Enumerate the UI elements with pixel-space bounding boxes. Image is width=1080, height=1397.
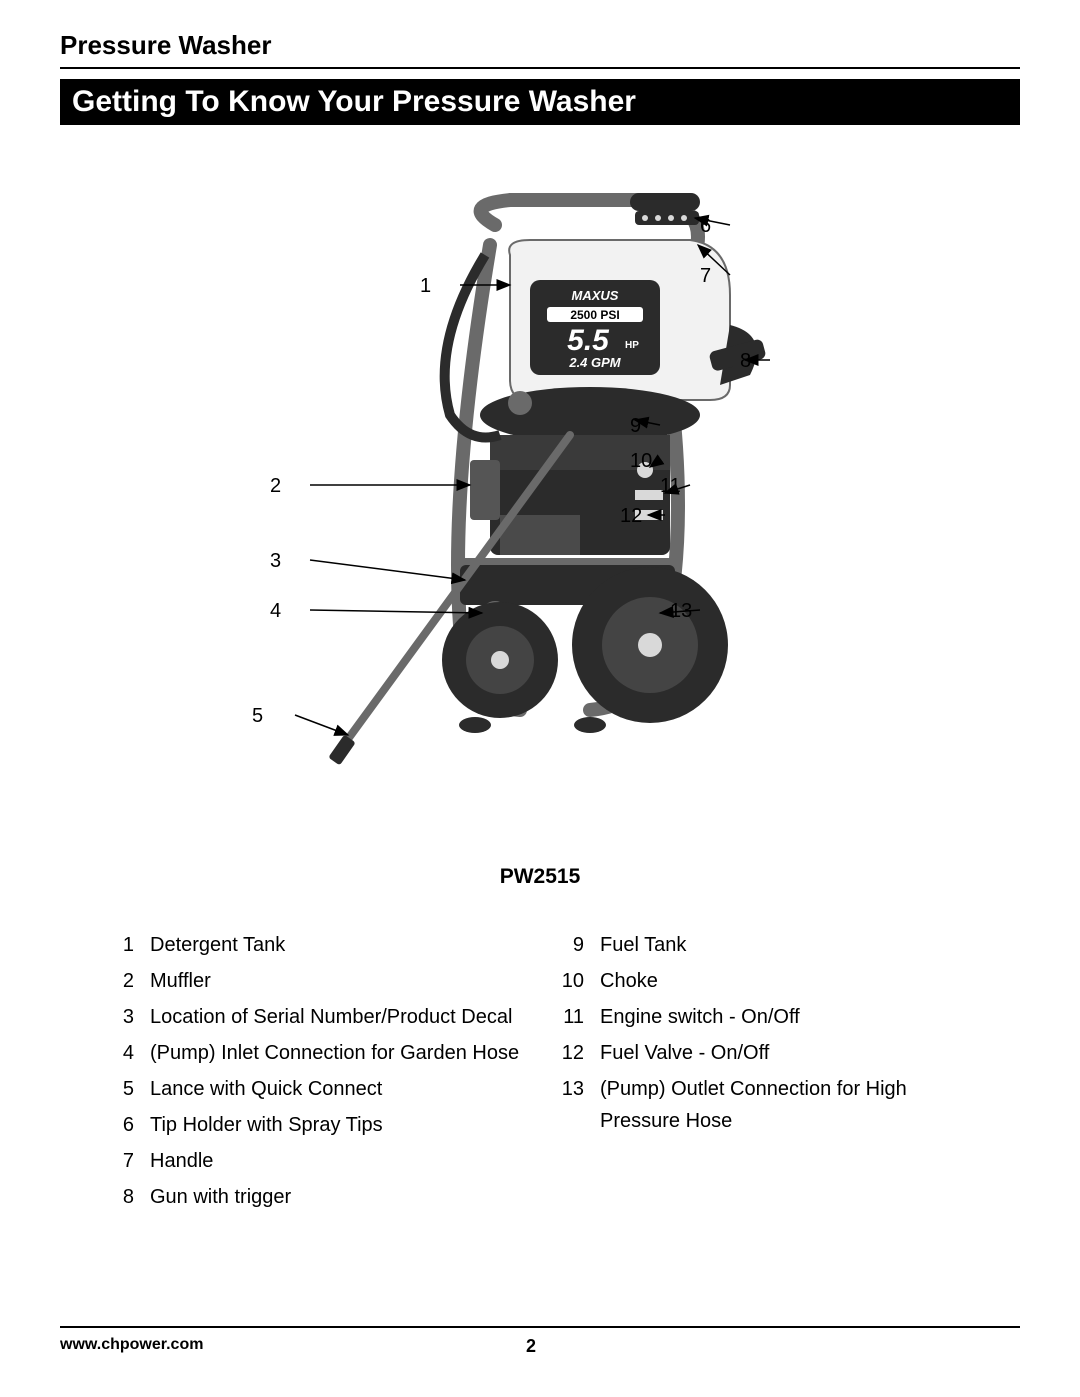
legend-number: 13 (560, 1073, 584, 1137)
legend-number: 4 (110, 1037, 134, 1069)
callout-9: 9 (630, 415, 641, 438)
legend-row: 12 Fuel Valve - On/Off (560, 1037, 970, 1069)
legend-row: 9 Fuel Tank (560, 929, 970, 961)
legend-row: 6 Tip Holder with Spray Tips (110, 1109, 520, 1141)
footer-rule (60, 1326, 1020, 1328)
legend-number: 9 (560, 929, 584, 961)
footer-url: www.chpower.com (60, 1336, 203, 1357)
legend-text: Handle (150, 1145, 213, 1177)
legend-number: 2 (110, 965, 134, 997)
legend-number: 3 (110, 1001, 134, 1033)
legend-number: 10 (560, 965, 584, 997)
callout-4: 4 (270, 600, 281, 623)
legend-text: Location of Serial Number/Product Decal (150, 1001, 512, 1033)
callout-8: 8 (740, 350, 751, 373)
legend-text: Detergent Tank (150, 929, 285, 961)
section-title-bar: Getting To Know Your Pressure Washer (60, 79, 1020, 125)
callout-12: 12 (620, 505, 642, 528)
legend-text: (Pump) Outlet Connection for High Pressu… (600, 1073, 970, 1137)
legend-number: 6 (110, 1109, 134, 1141)
legend-col-left: 1 Detergent Tank 2 Muffler 3 Location of Seri… (110, 929, 520, 1217)
callout-1: 1 (420, 275, 431, 298)
callout-6: 6 (700, 215, 711, 238)
legend-text: Gun with trigger (150, 1181, 291, 1213)
legend-row: 11 Engine switch - On/Off (560, 1001, 970, 1033)
legend-row: 2 Muffler (110, 965, 520, 997)
legend-text: (Pump) Inlet Connection for Garden Hose (150, 1037, 519, 1069)
legend-text: Choke (600, 965, 658, 997)
page-footer: www.chpower.com 2 www.chpower.com (60, 1326, 1020, 1357)
callout-11: 11 (660, 475, 681, 498)
doc-category: Pressure Washer (60, 30, 1020, 61)
legend-number: 1 (110, 929, 134, 961)
callout-2: 2 (270, 475, 281, 498)
legend-row: 7 Handle (110, 1145, 520, 1177)
legend-row: 1 Detergent Tank (110, 929, 520, 961)
legend-row: 10 Choke (560, 965, 970, 997)
model-number: PW2515 (60, 865, 1020, 889)
callout-3: 3 (270, 550, 281, 573)
callout-5: 5 (252, 705, 263, 728)
header-rule (60, 67, 1020, 69)
legend-row: 13(Pump) Outlet Connection for High Pres… (560, 1073, 970, 1137)
legend-row: 4 (Pump) Inlet Connection for Garden Hose (110, 1037, 520, 1069)
legend-text: Fuel Tank (600, 929, 686, 961)
legend-row: 3 Location of Serial Number/Product Decal (110, 1001, 520, 1033)
legend-number: 7 (110, 1145, 134, 1177)
legend-text: Tip Holder with Spray Tips (150, 1109, 383, 1141)
decal-hp-unit: HP (625, 340, 639, 351)
legend-text: Lance with Quick Connect (150, 1073, 382, 1105)
legend-text: Fuel Valve - On/Off (600, 1037, 769, 1069)
product-diagram: MAXUS 2500 PSI 5.5 HP 2.4 GPM (190, 185, 890, 785)
legend-text: Engine switch - On/Off (600, 1001, 800, 1033)
decal-gpm: 2.4 GPM (568, 355, 621, 370)
legend-number: 5 (110, 1073, 134, 1105)
legend-text: Muffler (150, 965, 211, 997)
legend-row: 8 Gun with trigger (110, 1181, 520, 1213)
page-number: 2 (526, 1336, 536, 1357)
legend-row: 5 Lance with Quick Connect (110, 1073, 520, 1105)
diagram-area: 1 2 3 4 5 6 7 8 9 10 11 12 13 MAXUS 25 (60, 185, 1020, 845)
decal-hp: 5.5 (567, 324, 610, 357)
callout-10: 10 (630, 450, 652, 473)
callout-7: 7 (700, 265, 711, 288)
parts-legend: 1 Detergent Tank 2 Muffler 3 Location of Seri… (60, 929, 1020, 1217)
legend-number: 11 (560, 1001, 584, 1033)
callout-13: 13 (670, 600, 692, 623)
legend-number: 8 (110, 1181, 134, 1213)
legend-col-right: 9 Fuel Tank 10 Choke 11 Engine switch - On/Of… (560, 929, 970, 1217)
legend-number: 12 (560, 1037, 584, 1069)
decal-psi: 2500 PSI (570, 308, 619, 322)
decal-brand: MAXUS (572, 288, 619, 303)
